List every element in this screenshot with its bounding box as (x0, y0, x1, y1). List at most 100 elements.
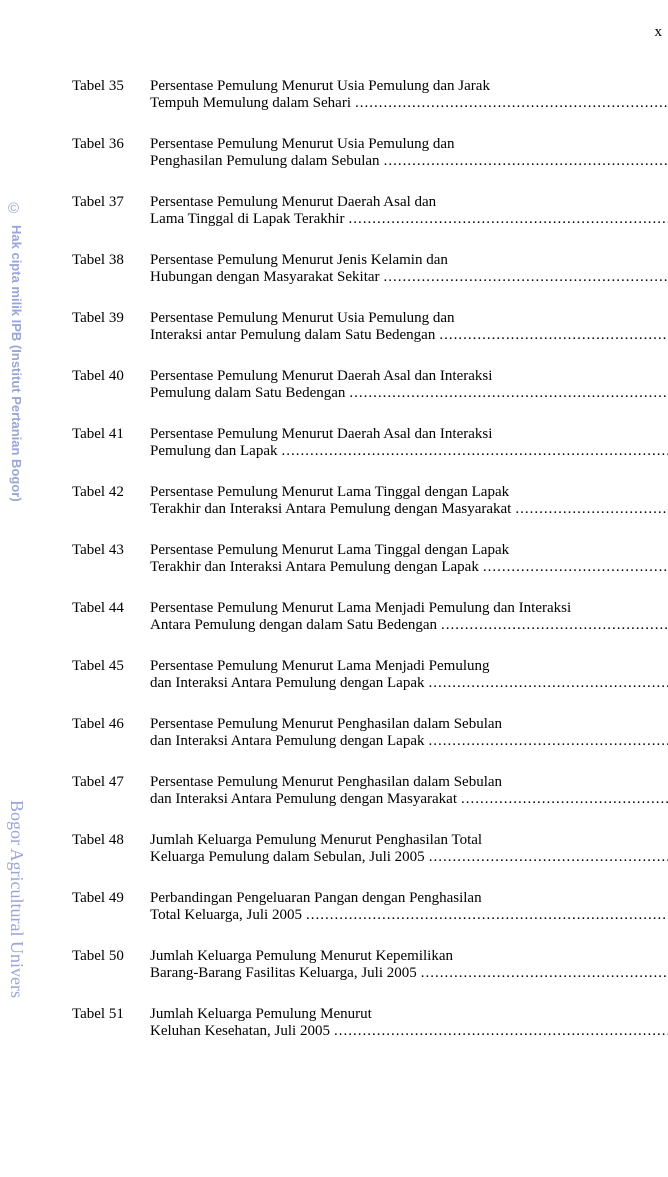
toc-entry-leader-row: Penghasilan Pemulung dalam Sebulan......… (150, 153, 668, 170)
leader-dots: ........................................… (429, 849, 668, 866)
toc-entry-label: Tabel 40 (72, 368, 150, 385)
toc-entry-leader-row: Antara Pemulung dengan dalam Satu Bedeng… (150, 617, 668, 634)
toc-entry-leader-row: Lama Tinggal di Lapak Terakhir..........… (150, 211, 668, 228)
toc-entry-body: Jumlah Keluarga Pemulung Menurut Kepemil… (150, 948, 668, 982)
toc-entry-line1: Persentase Pemulung Menurut Daerah Asal … (150, 194, 668, 211)
toc-entry-leader-row: Keluarga Pemulung dalam Sebulan, Juli 20… (150, 849, 668, 866)
toc-entry-label: Tabel 36 (72, 136, 150, 153)
toc-entry: Tabel 47Persentase Pemulung Menurut Peng… (72, 774, 658, 808)
toc-entry-line1: Jumlah Keluarga Pemulung Menurut Penghas… (150, 832, 668, 849)
toc-entry-label: Tabel 42 (72, 484, 150, 501)
toc-entry-body: Persentase Pemulung Menurut Lama Tinggal… (150, 542, 668, 576)
toc-entry-label: Tabel 43 (72, 542, 150, 559)
toc-entry-line2: Keluhan Kesehatan, Juli 2005 (150, 1023, 330, 1040)
toc-entry-label: Tabel 45 (72, 658, 150, 675)
leader-dots: ........................................… (441, 617, 668, 634)
toc-entry-body: Persentase Pemulung Menurut Daerah Asal … (150, 426, 668, 460)
toc-entry-label: Tabel 41 (72, 426, 150, 443)
toc-entry: Tabel 35Persentase Pemulung Menurut Usia… (72, 78, 658, 112)
toc-entry-label: Tabel 46 (72, 716, 150, 733)
table-of-contents: Tabel 35Persentase Pemulung Menurut Usia… (72, 78, 658, 1064)
toc-entry-line1: Perbandingan Pengeluaran Pangan dengan P… (150, 890, 668, 907)
toc-entry-body: Persentase Pemulung Menurut Usia Pemulun… (150, 310, 668, 344)
toc-entry-leader-row: Tempuh Memulung dalam Sehari............… (150, 95, 668, 112)
leader-dots: ........................................… (281, 443, 668, 460)
toc-entry: Tabel 43Persentase Pemulung Menurut Lama… (72, 542, 658, 576)
toc-entry-leader-row: Pemulung dalam Satu Bedengan............… (150, 385, 668, 402)
toc-entry: Tabel 44Persentase Pemulung Menurut Lama… (72, 600, 658, 634)
toc-entry-line1: Persentase Pemulung Menurut Daerah Asal … (150, 368, 668, 385)
toc-entry-label: Tabel 51 (72, 1006, 150, 1023)
toc-entry: Tabel 36Persentase Pemulung Menurut Usia… (72, 136, 658, 170)
toc-entry-line2: Terakhir dan Interaksi Antara Pemulung d… (150, 559, 479, 576)
toc-entry-line1: Persentase Pemulung Menurut Usia Pemulun… (150, 310, 668, 327)
toc-entry-line2: Pemulung dan Lapak (150, 443, 277, 460)
toc-entry-body: Persentase Pemulung Menurut Usia Pemulun… (150, 78, 668, 112)
toc-entry-label: Tabel 50 (72, 948, 150, 965)
toc-entry-line2: Barang-Barang Fasilitas Keluarga, Juli 2… (150, 965, 417, 982)
toc-entry-body: Persentase Pemulung Menurut Penghasilan … (150, 774, 668, 808)
toc-entry-line1: Persentase Pemulung Menurut Jenis Kelami… (150, 252, 668, 269)
toc-entry: Tabel 45Persentase Pemulung Menurut Lama… (72, 658, 658, 692)
toc-entry-label: Tabel 38 (72, 252, 150, 269)
toc-entry-label: Tabel 49 (72, 890, 150, 907)
toc-entry: Tabel 39Persentase Pemulung Menurut Usia… (72, 310, 658, 344)
toc-entry-line2: Hubungan dengan Masyarakat Sekitar (150, 269, 380, 286)
toc-entry-body: Persentase Pemulung Menurut Jenis Kelami… (150, 252, 668, 286)
toc-entry-leader-row: dan Interaksi Antara Pemulung dengan Lap… (150, 733, 668, 750)
copyright-text: Hak cipta milik IPB (Institut Pertanian … (9, 225, 24, 502)
toc-entry-label: Tabel 47 (72, 774, 150, 791)
toc-entry-body: Persentase Pemulung Menurut Usia Pemulun… (150, 136, 668, 170)
toc-entry-body: Jumlah Keluarga Pemulung MenurutKeluhan … (150, 1006, 668, 1040)
leader-dots: ........................................… (334, 1023, 668, 1040)
leader-dots: ........................................… (515, 501, 668, 518)
toc-entry-label: Tabel 35 (72, 78, 150, 95)
toc-entry-line1: Persentase Pemulung Menurut Usia Pemulun… (150, 136, 668, 153)
toc-entry-line2: Interaksi antar Pemulung dalam Satu Bede… (150, 327, 435, 344)
toc-entry-line1: Jumlah Keluarga Pemulung Menurut Kepemil… (150, 948, 668, 965)
leader-dots: ........................................… (306, 907, 668, 924)
toc-entry: Tabel 51Jumlah Keluarga Pemulung Menurut… (72, 1006, 658, 1040)
leader-dots: ........................................… (349, 385, 668, 402)
leader-dots: ........................................… (461, 791, 668, 808)
leader-dots: ........................................… (483, 559, 668, 576)
toc-entry-line1: Persentase Pemulung Menurut Daerah Asal … (150, 426, 668, 443)
toc-entry-line1: Jumlah Keluarga Pemulung Menurut (150, 1006, 668, 1023)
toc-entry-line1: Persentase Pemulung Menurut Lama Menjadi… (150, 600, 668, 617)
leader-dots: ........................................… (429, 675, 668, 692)
watermark-sidebar: © Hak cipta milik IPB (Institut Pertania… (0, 0, 34, 1177)
toc-entry-line1: Persentase Pemulung Menurut Penghasilan … (150, 716, 668, 733)
toc-entry-leader-row: dan Interaksi Antara Pemulung dengan Mas… (150, 791, 668, 808)
toc-entry-line2: Antara Pemulung dengan dalam Satu Bedeng… (150, 617, 437, 634)
leader-dots: ........................................… (348, 211, 668, 228)
toc-entry: Tabel 49Perbandingan Pengeluaran Pangan … (72, 890, 658, 924)
toc-entry-leader-row: Pemulung dan Lapak......................… (150, 443, 668, 460)
toc-entry-label: Tabel 44 (72, 600, 150, 617)
leader-dots: ........................................… (429, 733, 668, 750)
toc-entry-line2: dan Interaksi Antara Pemulung dengan Lap… (150, 733, 425, 750)
leader-dots: ........................................… (421, 965, 668, 982)
toc-entry: Tabel 42Persentase Pemulung Menurut Lama… (72, 484, 658, 518)
toc-entry: Tabel 41Persentase Pemulung Menurut Daer… (72, 426, 658, 460)
leader-dots: ........................................… (355, 95, 668, 112)
toc-entry-label: Tabel 39 (72, 310, 150, 327)
toc-entry-label: Tabel 48 (72, 832, 150, 849)
toc-entry-line2: Lama Tinggal di Lapak Terakhir (150, 211, 344, 228)
toc-entry-line2: dan Interaksi Antara Pemulung dengan Lap… (150, 675, 425, 692)
toc-entry-line2: Penghasilan Pemulung dalam Sebulan (150, 153, 380, 170)
toc-entry-leader-row: Total Keluarga, Juli 2005...............… (150, 907, 668, 924)
toc-entry-line1: Persentase Pemulung Menurut Lama Menjadi… (150, 658, 668, 675)
toc-entry-leader-row: Hubungan dengan Masyarakat Sekitar......… (150, 269, 668, 286)
toc-entry: Tabel 37Persentase Pemulung Menurut Daer… (72, 194, 658, 228)
toc-entry: Tabel 38Persentase Pemulung Menurut Jeni… (72, 252, 658, 286)
toc-entry-body: Perbandingan Pengeluaran Pangan dengan P… (150, 890, 668, 924)
toc-entry-leader-row: Terakhir dan Interaksi Antara Pemulung d… (150, 559, 668, 576)
institution-watermark: Bogor Agricultural Univers (6, 800, 27, 998)
leader-dots: ........................................… (384, 269, 668, 286)
toc-entry-body: Persentase Pemulung Menurut Penghasilan … (150, 716, 668, 750)
toc-entry-body: Persentase Pemulung Menurut Lama Menjadi… (150, 658, 668, 692)
toc-entry-line2: Terakhir dan Interaksi Antara Pemulung d… (150, 501, 511, 518)
toc-entry-line1: Persentase Pemulung Menurut Lama Tinggal… (150, 542, 668, 559)
toc-entry-leader-row: Terakhir dan Interaksi Antara Pemulung d… (150, 501, 668, 518)
toc-entry-leader-row: Keluhan Kesehatan, Juli 2005............… (150, 1023, 668, 1040)
